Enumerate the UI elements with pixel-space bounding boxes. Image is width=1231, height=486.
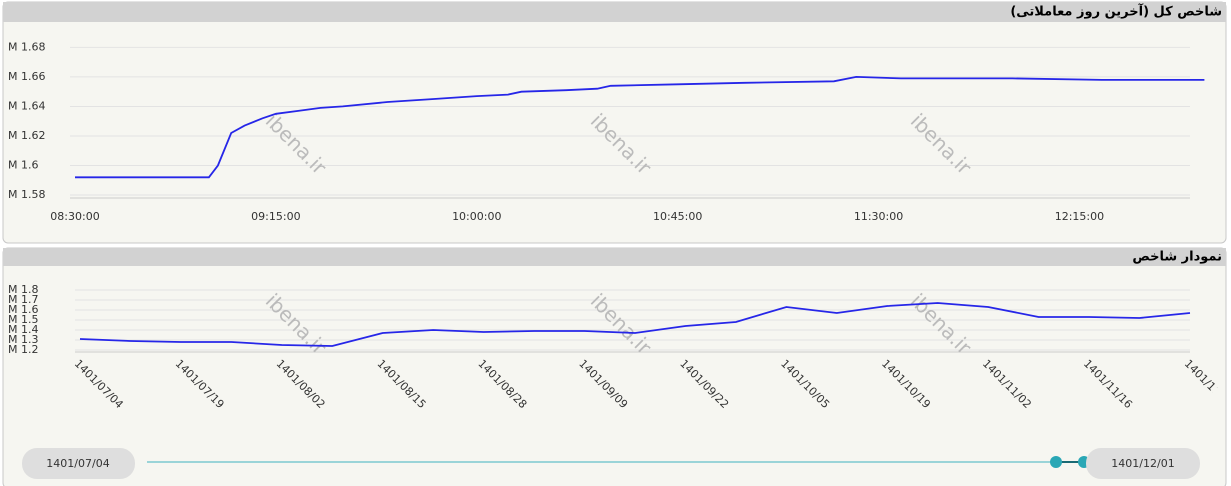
x-tick-label: 10:00:00 xyxy=(452,210,501,223)
line xyxy=(75,75,1205,179)
y-tick-label: M 1.8 xyxy=(8,283,38,296)
chart-title: نمودار شاخص xyxy=(1132,250,1222,265)
y-tick-label: M 1.4 xyxy=(8,323,38,336)
x-tick-label: 12:15:00 xyxy=(1055,210,1104,223)
y-tick-label: M 1.6 xyxy=(8,159,38,172)
y-tick-label: M 1.7 xyxy=(8,293,38,306)
end-date: 1401/12/01 xyxy=(1111,457,1174,470)
y-tick-label: M 1.6 xyxy=(8,303,38,316)
panel-header xyxy=(3,2,1226,22)
date-pill[interactable] xyxy=(22,448,135,479)
y-tick-label: M 1.66 xyxy=(8,70,45,83)
y-tick-label: M 1.5 xyxy=(8,313,38,326)
date-pill[interactable] xyxy=(1086,448,1200,479)
line xyxy=(79,302,1191,347)
y-tick-label: M 1.64 xyxy=(8,99,45,112)
y-tick-label: M 1.62 xyxy=(8,129,45,142)
y-tick-label: M 1.3 xyxy=(8,333,38,346)
start-date: 1401/07/04 xyxy=(46,457,109,470)
x-tick-label: 09:15:00 xyxy=(251,210,300,223)
chart-title: شاخص کل (آخرین روز معاملاتی) xyxy=(1010,3,1222,20)
y-tick-label: M 1.68 xyxy=(8,40,45,53)
x-tick-label: 10:45:00 xyxy=(653,210,702,223)
x-tick-label: 08:30:00 xyxy=(50,210,99,223)
y-tick-label: M 1.2 xyxy=(8,343,38,356)
panel-header xyxy=(3,248,1226,266)
slider-handle[interactable] xyxy=(1050,456,1062,468)
x-tick-label: 11:30:00 xyxy=(854,210,903,223)
y-tick-label: M 1.58 xyxy=(8,188,45,201)
